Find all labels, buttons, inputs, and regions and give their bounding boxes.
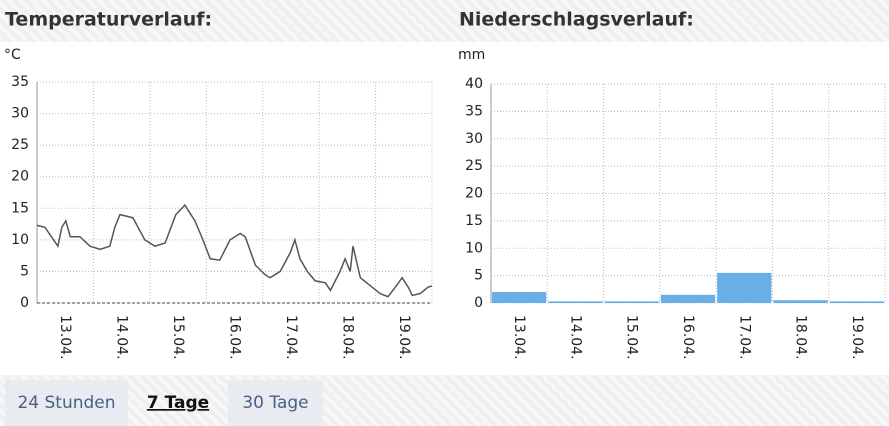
- tab-bg[interactable]: [228, 380, 323, 426]
- x-tick-label: 18.04.: [339, 315, 355, 360]
- x-tick-label: 15.04.: [170, 315, 186, 360]
- x-tick-label: 14.04.: [114, 315, 130, 360]
- y-tick-label: 35: [465, 103, 483, 119]
- x-tick-label: 15.04.: [624, 315, 640, 360]
- tab[interactable]: 24 Stunden: [17, 393, 115, 413]
- y-tick-label: 15: [11, 200, 29, 216]
- y-tick-label: 10: [11, 232, 29, 248]
- y-tick-label: 5: [20, 263, 29, 279]
- y-tick-label: 20: [11, 169, 29, 185]
- y-axis-label: °C: [4, 47, 21, 63]
- x-tick-label: 18.04.: [793, 315, 809, 360]
- panel: [455, 42, 889, 375]
- x-tick-label: 16.04.: [680, 315, 696, 360]
- y-tick-label: 10: [465, 240, 483, 256]
- y-tick-label: 5: [474, 268, 483, 284]
- tab[interactable]: 7 Tage: [147, 393, 209, 413]
- y-tick-label: 25: [11, 137, 29, 153]
- bar: [548, 301, 603, 303]
- y-tick-label: 15: [465, 213, 483, 229]
- y-tick-label: 35: [11, 74, 29, 90]
- bar: [717, 272, 772, 303]
- y-tick-label: 0: [20, 295, 29, 311]
- y-axis-label: mm: [458, 47, 485, 63]
- x-tick-label: 17.04.: [283, 315, 299, 360]
- x-tick-label: 17.04.: [736, 315, 752, 360]
- chart-title: Temperaturverlauf:: [5, 9, 212, 31]
- tab[interactable]: 30 Tage: [242, 393, 308, 413]
- y-tick-label: 20: [465, 186, 483, 202]
- x-tick-label: 19.04.: [849, 315, 865, 360]
- x-tick-label: 13.04.: [511, 315, 527, 360]
- temperature-line: [36, 203, 433, 298]
- y-tick-label: 40: [465, 76, 483, 92]
- bar: [492, 292, 547, 303]
- bar: [773, 300, 828, 303]
- x-tick-label: 13.04.: [57, 315, 73, 360]
- x-tick-label: 19.04.: [396, 315, 412, 360]
- x-tick-label: 16.04.: [227, 315, 243, 360]
- y-tick-label: 30: [465, 131, 483, 147]
- bar: [829, 301, 884, 303]
- y-tick-label: 30: [11, 106, 29, 122]
- y-tick-label: 25: [465, 158, 483, 174]
- tab-bg[interactable]: [5, 380, 128, 426]
- bar: [604, 301, 659, 303]
- chart-title: Niederschlagsverlauf:: [459, 9, 694, 31]
- bar: [660, 294, 716, 303]
- x-tick-label: 14.04.: [567, 315, 583, 360]
- y-tick-label: 0: [474, 295, 483, 311]
